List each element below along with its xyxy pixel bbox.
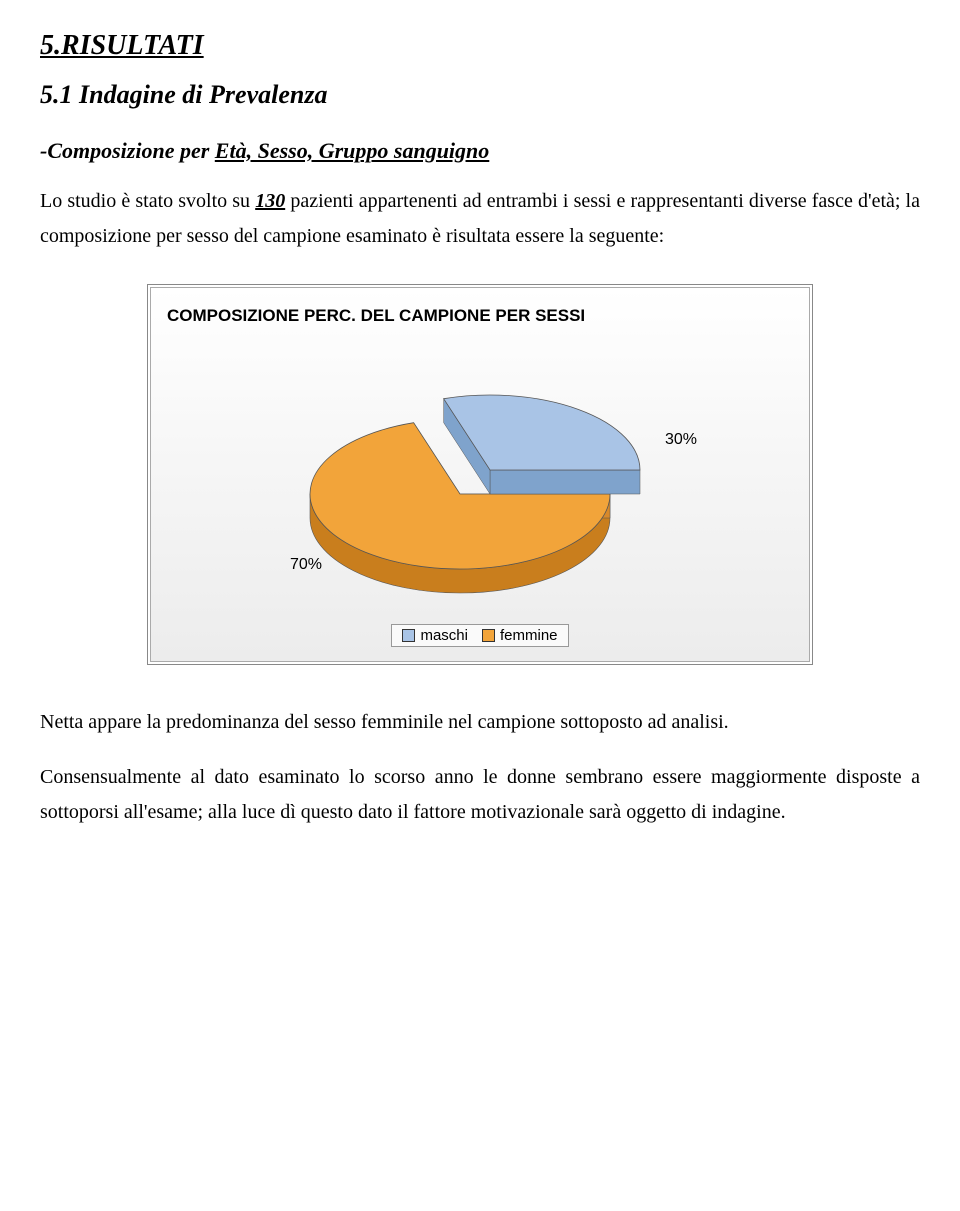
pie-chart-container: COMPOSIZIONE PERC. DEL CAMPIONE PER SESS… [147, 284, 813, 665]
intro-paragraph: Lo studio è stato svolto su 130 pazienti… [40, 184, 920, 254]
pie-chart-inner: COMPOSIZIONE PERC. DEL CAMPIONE PER SESS… [150, 287, 810, 662]
topic-underlined: Età, Sesso, Gruppo sanguigno [215, 138, 489, 163]
sample-size-value: 130 [255, 190, 285, 212]
result-paragraph-1: Netta appare la predominanza del sesso f… [40, 705, 920, 740]
legend-swatch-maschi [402, 629, 415, 642]
section-heading: 5.RISULTATI [40, 30, 920, 62]
legend-swatch-femmine [482, 629, 495, 642]
chart-legend: maschi femmine [391, 624, 568, 647]
pie-label-maschi: 30% [665, 431, 697, 448]
legend-label-maschi: maschi [420, 627, 468, 644]
pie-chart-svg: 30% 70% [180, 334, 780, 614]
topic-heading: -Composizione per Età, Sesso, Gruppo san… [40, 138, 920, 164]
topic-prefix: -Composizione per [40, 138, 215, 163]
pie-slice-maschi-side-right [490, 470, 640, 494]
result-paragraph-2: Consensualmente al dato esaminato lo sco… [40, 760, 920, 830]
intro-text-a: Lo studio è stato svolto su [40, 190, 255, 212]
legend-label-femmine: femmine [500, 627, 558, 644]
chart-title: COMPOSIZIONE PERC. DEL CAMPIONE PER SESS… [167, 306, 793, 326]
legend-item-femmine: femmine [482, 627, 558, 644]
legend-item-maschi: maschi [402, 627, 468, 644]
pie-label-femmine: 70% [290, 556, 322, 573]
subsection-heading: 5.1 Indagine di Prevalenza [40, 80, 920, 110]
